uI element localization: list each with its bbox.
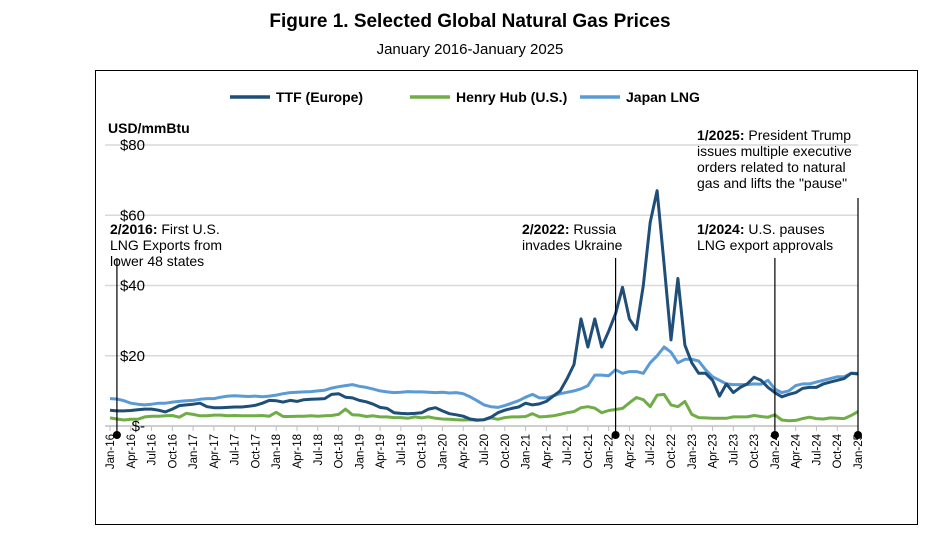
x-tick-label: Jul-16	[147, 434, 159, 465]
legend-label: Henry Hub (U.S.)	[456, 89, 567, 105]
y-tick-label: $-	[132, 418, 145, 435]
x-tick-label: Apr-22	[624, 434, 636, 469]
annotation-line: invades Ukraine	[522, 237, 623, 253]
annotation-line: First U.S.	[161, 221, 219, 237]
x-tick-label: Apr-20	[458, 434, 470, 469]
chart-subtitle: January 2016-January 2025	[377, 41, 564, 58]
x-tick-label: Jan-23	[687, 434, 699, 469]
x-tick-label: Jan-25	[853, 434, 865, 469]
x-tick-label: Jul-19	[396, 434, 408, 465]
annotation: 1/2024: U.S. pauses LNG export approvals	[697, 221, 833, 439]
x-tick-label: Jul-18	[313, 434, 325, 465]
annotation-line: President Trump	[748, 127, 851, 143]
x-tick-label: Oct-24	[832, 433, 844, 468]
annotation-date: 2/2022:	[522, 221, 573, 237]
x-tick-label: Apr-19	[375, 434, 387, 469]
y-axis-label: USD/mmBtu	[108, 120, 190, 136]
x-tick-label: Jul-24	[811, 433, 823, 465]
x-tick-label: Oct-17	[250, 434, 262, 469]
gridlines	[105, 144, 858, 427]
y-tick-label: $40	[120, 278, 145, 295]
x-tick-label: Jan-21	[521, 434, 533, 469]
series-line-ttf-europe	[109, 189, 859, 422]
annotation-marker	[770, 431, 779, 439]
annotation-line: LNG export approvals	[697, 237, 833, 253]
x-tick-label: Oct-19	[417, 434, 429, 469]
series-lines	[109, 189, 859, 423]
chart-frame	[95, 70, 918, 525]
x-tick-label: Apr-16	[126, 434, 138, 469]
x-tick-label: Oct-23	[749, 434, 761, 469]
annotation: 2/2016: First U.S. LNG Exports from lower …	[110, 221, 222, 439]
x-tick-label: Jan-19	[354, 434, 366, 469]
y-tick-label: $20	[120, 348, 145, 365]
annotation-date: 1/2024:	[697, 221, 748, 237]
annotation-line: U.S. pauses	[748, 221, 824, 237]
x-tick-label: Jul-20	[479, 434, 491, 465]
annotation-text: 2/2022: Russia invades Ukraine	[522, 221, 623, 253]
x-tick-label: Oct-20	[500, 434, 512, 469]
legend: TTF (Europe) Henry Hub (U.S.) Japan LNG	[230, 89, 700, 105]
x-tick-label: Oct-22	[666, 434, 678, 469]
legend-label: Japan LNG	[626, 89, 700, 105]
annotation-line: orders related to natural	[697, 159, 846, 175]
y-axis-ticks: $- $20 $40 $60 $80	[120, 137, 145, 435]
x-tick-label: Apr-24	[791, 433, 803, 468]
x-tick-label: Jan-20	[437, 434, 449, 469]
annotation-marker	[854, 431, 862, 439]
x-tick-label: Oct-16	[167, 434, 179, 469]
annotation-line: LNG Exports from	[110, 237, 222, 253]
x-tick-label: Jan-24	[770, 433, 782, 469]
annotations: 2/2016: First U.S. LNG Exports from lower …	[110, 127, 862, 439]
annotation-date: 2/2016:	[110, 221, 161, 237]
x-tick-label: Oct-18	[334, 434, 346, 469]
series-line-japan-lng	[109, 345, 858, 409]
legend-label: TTF (Europe)	[276, 89, 363, 105]
x-tick-label: Jul-22	[645, 434, 657, 465]
annotation-line: issues multiple executive	[697, 143, 852, 159]
annotation-text: 1/2024: U.S. pauses LNG export approvals	[697, 221, 833, 253]
chart-title: Figure 1. Selected Global Natural Gas Pr…	[269, 11, 670, 32]
x-tick-label: Jul-21	[562, 434, 574, 465]
annotation-date: 1/2025:	[697, 127, 748, 143]
annotation-line: gas and lifts the "pause"	[697, 175, 847, 191]
annotation: 2/2022: Russia invades Ukraine	[522, 221, 623, 439]
x-tick-label: Jul-17	[230, 434, 242, 465]
x-tick-label: Jan-17	[188, 434, 200, 469]
x-tick-label: Apr-17	[209, 434, 221, 469]
x-tick-label: Jan-22	[604, 434, 616, 469]
x-tick-label: Jan-18	[271, 434, 283, 469]
annotation-marker	[112, 431, 121, 439]
annotation-marker	[611, 431, 620, 439]
y-tick-label: $80	[120, 137, 145, 154]
x-tick-label: Jan-16	[105, 434, 117, 469]
x-axis-ticks: Jan-16 Apr-16 Jul-16 Oct-16 Jan-17 Apr-17 Jul-…	[105, 426, 865, 469]
x-tick-label: Apr-18	[292, 434, 304, 469]
x-tick-label: Apr-21	[541, 434, 553, 469]
annotation: 1/2025: President Trump issues multiple e…	[697, 127, 862, 439]
annotation-line: lower 48 states	[110, 253, 204, 269]
annotation-text: 2/2016: First U.S. LNG Exports from lower …	[110, 221, 222, 269]
x-tick-label: Jul-23	[728, 434, 740, 465]
annotation-text: 1/2025: President Trump issues multiple e…	[697, 127, 852, 191]
x-tick-label: Apr-23	[708, 434, 720, 469]
y-tick-label: $60	[120, 207, 145, 224]
annotation-line: Russia	[573, 221, 616, 237]
x-tick-label: Oct-21	[583, 434, 595, 469]
